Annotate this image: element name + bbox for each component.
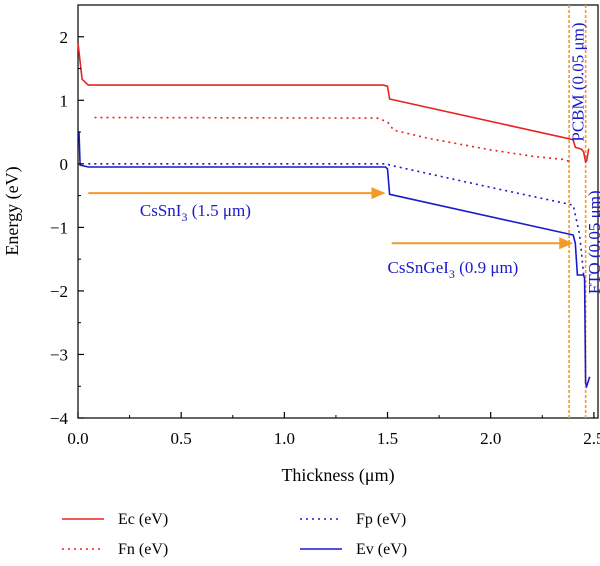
y-axis-title: Energy (eV): [2, 166, 23, 255]
y-tick-label: −1: [50, 218, 68, 237]
annotation-pcbm: PCBM (0.05 μm): [569, 22, 588, 141]
y-tick-label: −3: [50, 345, 68, 364]
y-tick-label: −4: [50, 409, 69, 428]
series-fn-line: [94, 116, 570, 163]
legend-label-2: Fp (eV): [356, 511, 406, 528]
y-tick-label: 0: [60, 155, 69, 174]
series-ev-line: [78, 131, 591, 389]
annotation-fto: FTO (0.05 μm): [585, 190, 600, 294]
arrow-head-0: [371, 187, 386, 200]
legend-label-0: Ec (eV): [118, 511, 168, 528]
x-tick-label: 1.5: [377, 429, 398, 448]
series-fp-line: [88, 163, 585, 276]
y-tick-label: −2: [50, 282, 68, 301]
x-tick-label: 1.0: [274, 429, 295, 448]
x-tick-label: 0.5: [171, 429, 192, 448]
x-tick-label: 2.5: [583, 429, 600, 448]
legend-label-1: Fn (eV): [118, 541, 168, 558]
plot-frame: [77, 4, 599, 419]
annotation-cssngei3: CsSnGeI3 (0.9 μm): [388, 258, 519, 281]
legend-label-3: Ev (eV): [356, 541, 407, 558]
x-tick-label: 0.0: [67, 429, 88, 448]
series-ec-line: [77, 43, 590, 164]
x-axis-title: Thickness (μm): [281, 465, 394, 486]
x-tick-label: 2.0: [480, 429, 501, 448]
y-tick-label: 2: [60, 28, 69, 47]
annotation-cssni3: CsSnI3 (1.5 μm): [140, 201, 251, 224]
arrow-head-1: [559, 237, 574, 250]
y-tick-label: 1: [60, 91, 69, 110]
